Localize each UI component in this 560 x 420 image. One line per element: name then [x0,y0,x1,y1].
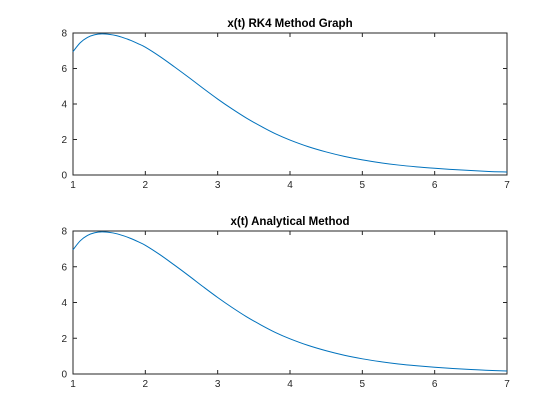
tick-marks-rk4 [72,32,508,176]
y-tick-label: 8 [61,227,67,238]
y-tick-label: 4 [61,298,67,309]
x-tick-label: 1 [70,180,76,191]
y-tick-label: 6 [61,64,67,75]
chart-title-rk4: x(t) RK4 Method Graph [227,18,352,30]
y-tick-labels-rk4: 0 2 4 6 8 [61,29,67,182]
subplot-analytical: x(t) Analytical Method 1 2 3 4 5 6 7 0 2 4 6 8 [61,216,510,390]
x-tick-label: 6 [432,180,438,191]
chart-title-analytical: x(t) Analytical Method [230,216,349,228]
subplot-rk4: x(t) RK4 Method Graph 1 2 3 4 5 6 7 0 2 4 6 8 [61,18,510,191]
x-tick-label: 2 [143,180,149,191]
x-tick-label: 3 [215,379,221,390]
x-tick-labels-rk4: 1 2 3 4 5 6 7 [70,180,510,191]
x-tick-label: 4 [287,379,293,390]
y-tick-label: 2 [61,334,67,345]
x-tick-label: 5 [360,379,366,390]
x-tick-label: 6 [432,379,438,390]
series-line-rk4 [72,33,508,173]
axes-box-rk4 [72,32,508,176]
x-tick-label: 5 [360,180,366,191]
series-line-analytical [72,231,508,372]
y-tick-label: 0 [61,171,67,182]
x-tick-label: 7 [504,379,510,390]
axes-box-analytical [72,230,508,375]
y-tick-label: 8 [61,29,67,40]
x-tick-label: 1 [70,379,76,390]
y-tick-label: 0 [61,370,67,381]
x-tick-label: 4 [287,180,293,191]
y-tick-label: 2 [61,135,67,146]
x-tick-label: 3 [215,180,221,191]
x-tick-label: 2 [143,379,149,390]
y-tick-labels-analytical: 0 2 4 6 8 [61,227,67,381]
y-tick-label: 6 [61,262,67,273]
x-tick-label: 7 [504,180,510,191]
x-tick-labels-analytical: 1 2 3 4 5 6 7 [70,379,510,390]
y-tick-label: 4 [61,100,67,111]
